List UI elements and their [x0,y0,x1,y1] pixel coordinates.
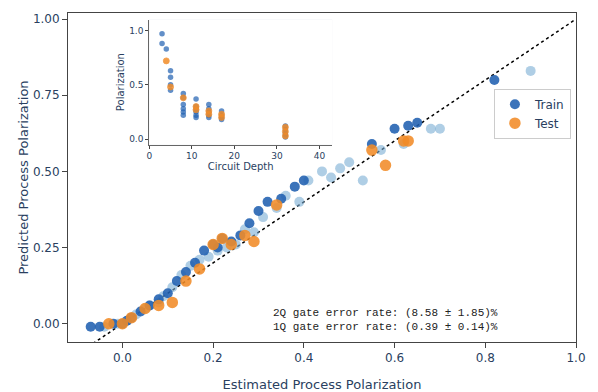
svg-text:Polarization: Polarization [115,53,126,111]
svg-text:0.8: 0.8 [476,351,495,365]
svg-text:Train: Train [534,98,564,112]
svg-text:0.0: 0.0 [113,351,132,365]
svg-text:0.2: 0.2 [204,351,223,365]
svg-text:20: 20 [229,151,241,161]
svg-text:0.0: 0.0 [129,134,144,144]
svg-text:40: 40 [314,151,326,161]
svg-text:1.0: 1.0 [566,351,585,365]
svg-text:1.00: 1.00 [33,12,60,26]
svg-text:0.00: 0.00 [33,317,60,331]
svg-text:0: 0 [146,151,152,161]
svg-text:0.4: 0.4 [294,351,313,365]
svg-text:Test: Test [534,117,559,131]
svg-text:Predicted Process Polarization: Predicted Process Polarization [16,80,31,274]
svg-text:2Q gate error rate: (8.58 ± 1.: 2Q gate error rate: (8.58 ± 1.85)%1Q gat… [273,307,498,333]
svg-text:0.50: 0.50 [33,165,60,179]
svg-text:1.0: 1.0 [129,26,144,36]
svg-text:0.25: 0.25 [33,241,60,255]
svg-text:0.5: 0.5 [129,80,143,90]
svg-text:Circuit Depth: Circuit Depth [208,161,274,172]
svg-text:30: 30 [271,151,283,161]
svg-text:0.75: 0.75 [33,88,60,102]
svg-text:10: 10 [186,151,198,161]
svg-text:Estimated Process Polarization: Estimated Process Polarization [223,377,422,392]
svg-text:0.6: 0.6 [385,351,404,365]
